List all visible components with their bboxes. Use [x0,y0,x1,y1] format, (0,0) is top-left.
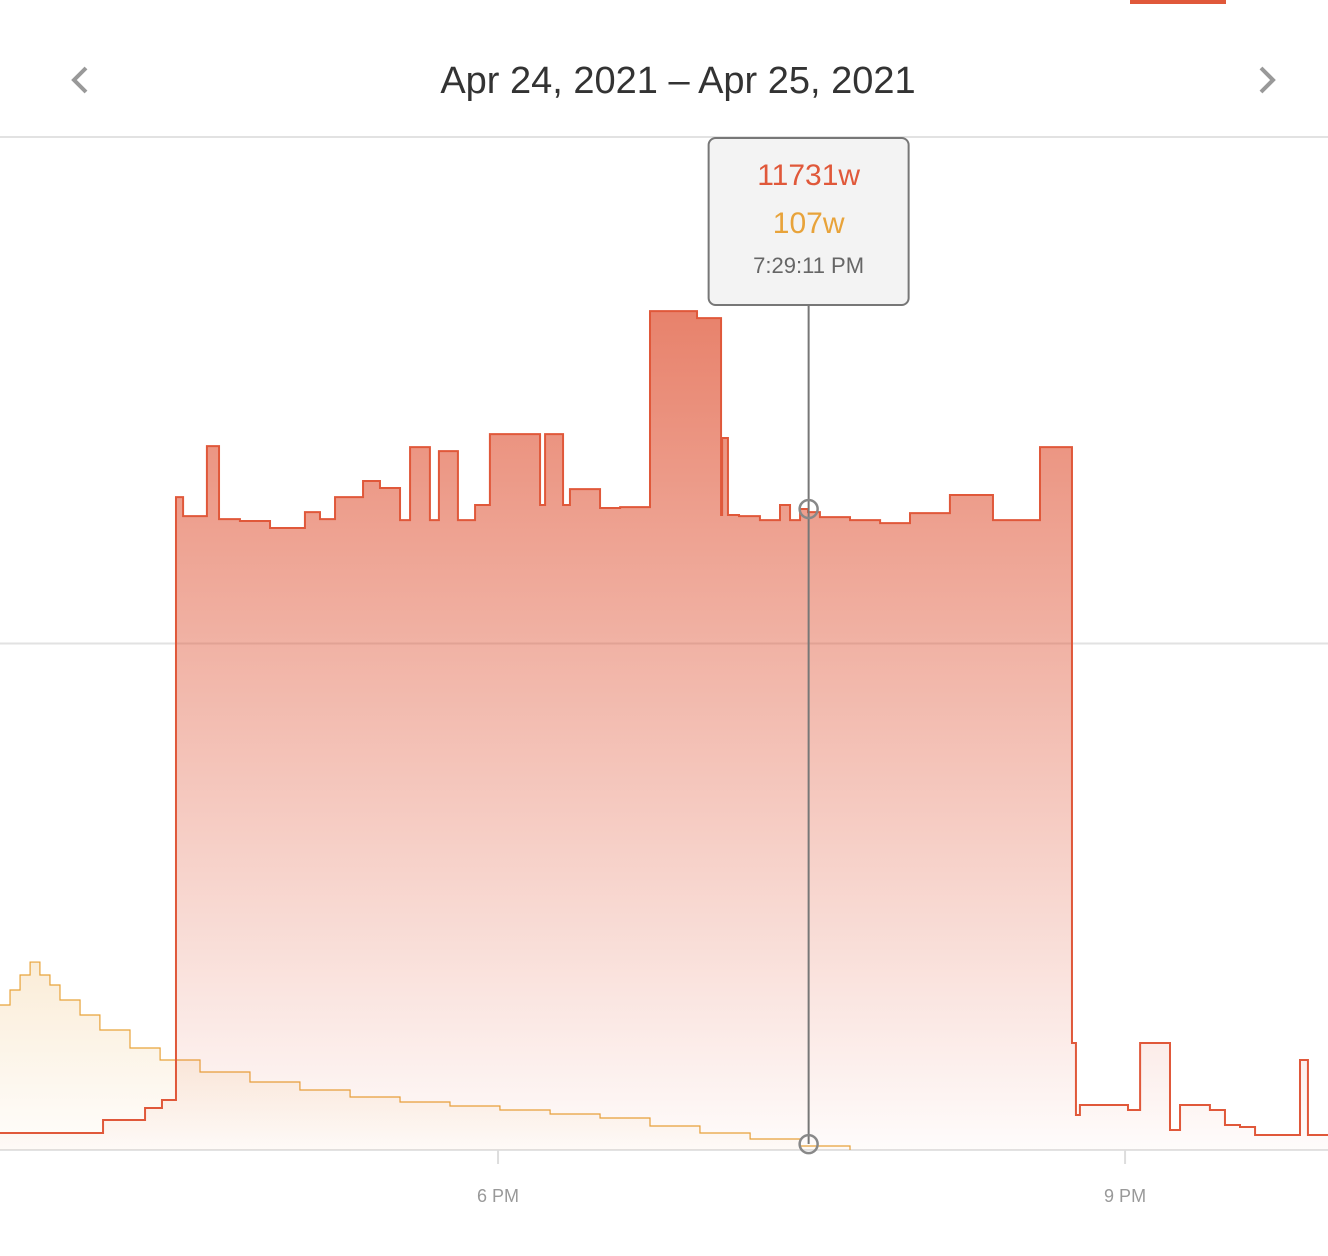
prev-arrow[interactable] [71,66,88,94]
hover-point [798,1133,819,1155]
tooltip-time: 7:29:11 PM [753,253,864,278]
hover-point [798,498,819,520]
x-tick-label: 9 PM [1104,1186,1146,1206]
next-arrow[interactable] [1259,66,1276,94]
x-tick-label: 6 PM [477,1186,519,1206]
tab-indicator [1130,0,1226,4]
date-range: Apr 24, 2021 – Apr 25, 2021 [440,60,915,102]
series-line [0,310,1328,1136]
series-area [0,311,1328,1151]
tooltip-box [707,137,910,306]
tooltip-value: 107w [773,207,845,240]
tooltip-value: 11731w [757,159,860,192]
